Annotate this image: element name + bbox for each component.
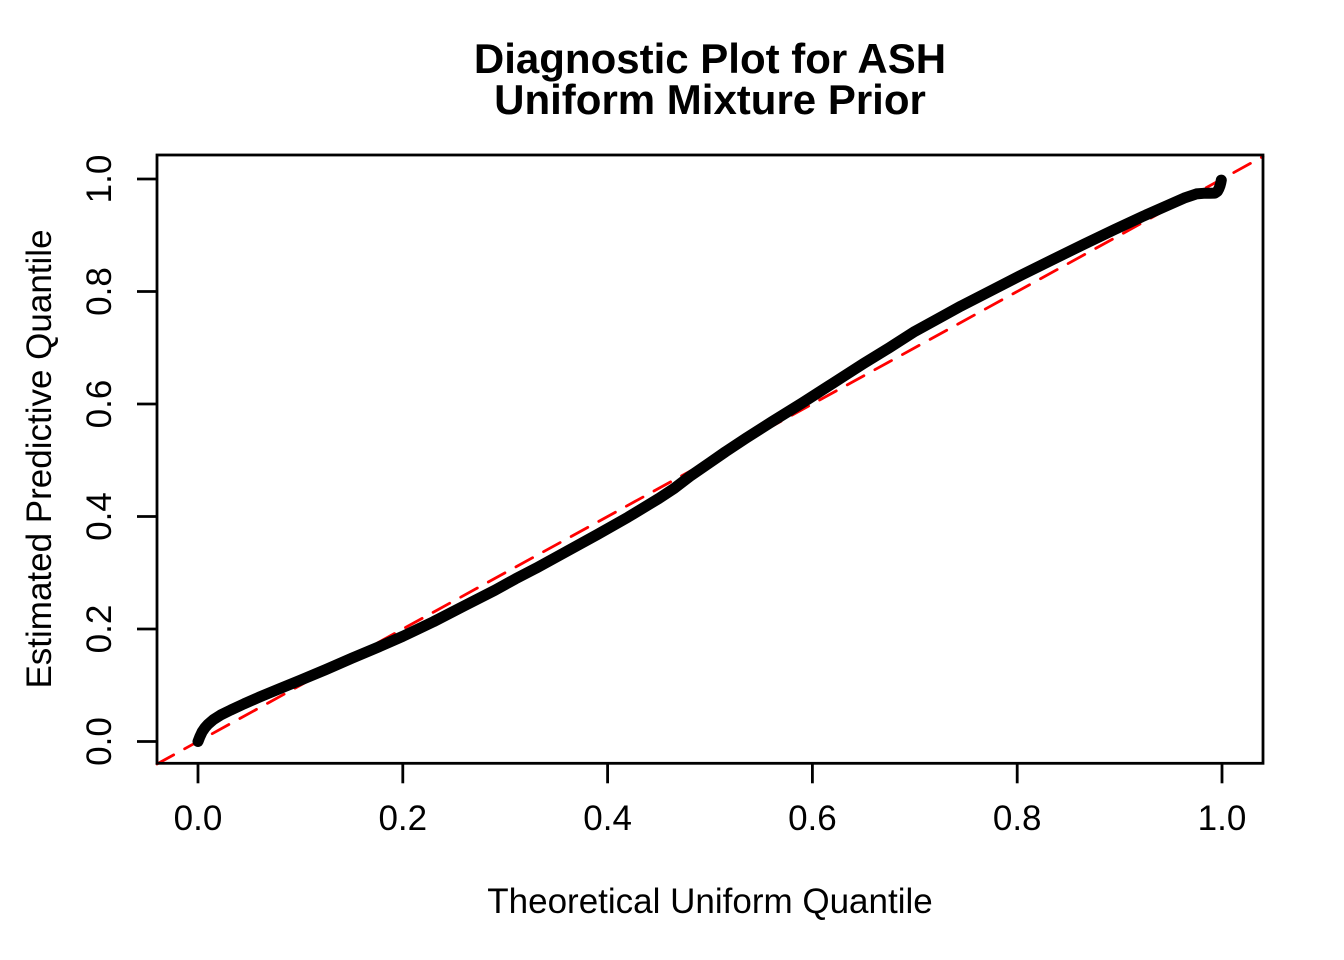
y-tick-label: 0.0 xyxy=(80,717,119,766)
y-tick-label: 0.8 xyxy=(80,267,119,316)
plot-frame xyxy=(155,153,1265,765)
x-tick-label: 0.6 xyxy=(788,799,837,838)
plot-title: Diagnostic Plot for ASH Uniform Mixture … xyxy=(157,35,1263,123)
qq-curve xyxy=(192,174,1227,747)
x-tick-label: 0.8 xyxy=(993,799,1042,838)
x-tick-label: 0.2 xyxy=(378,799,427,838)
y-tick-label: 0.4 xyxy=(80,492,119,541)
y-tick-label: 0.6 xyxy=(80,380,119,429)
x-tick-label: 1.0 xyxy=(1198,799,1247,838)
plot-title-line-1: Diagnostic Plot for ASH xyxy=(473,35,947,82)
y-tick-label: 0.2 xyxy=(80,605,119,654)
y-axis-label: Estimated Predictive Quantile xyxy=(20,229,59,689)
y-tick-label: 1.0 xyxy=(80,155,119,204)
x-tick-label: 0.4 xyxy=(583,799,632,838)
x-tick-label: 0.0 xyxy=(174,799,223,838)
plot-title-line-2: Uniform Mixture Prior xyxy=(494,76,926,123)
x-axis-label: Theoretical Uniform Quantile xyxy=(487,882,933,921)
